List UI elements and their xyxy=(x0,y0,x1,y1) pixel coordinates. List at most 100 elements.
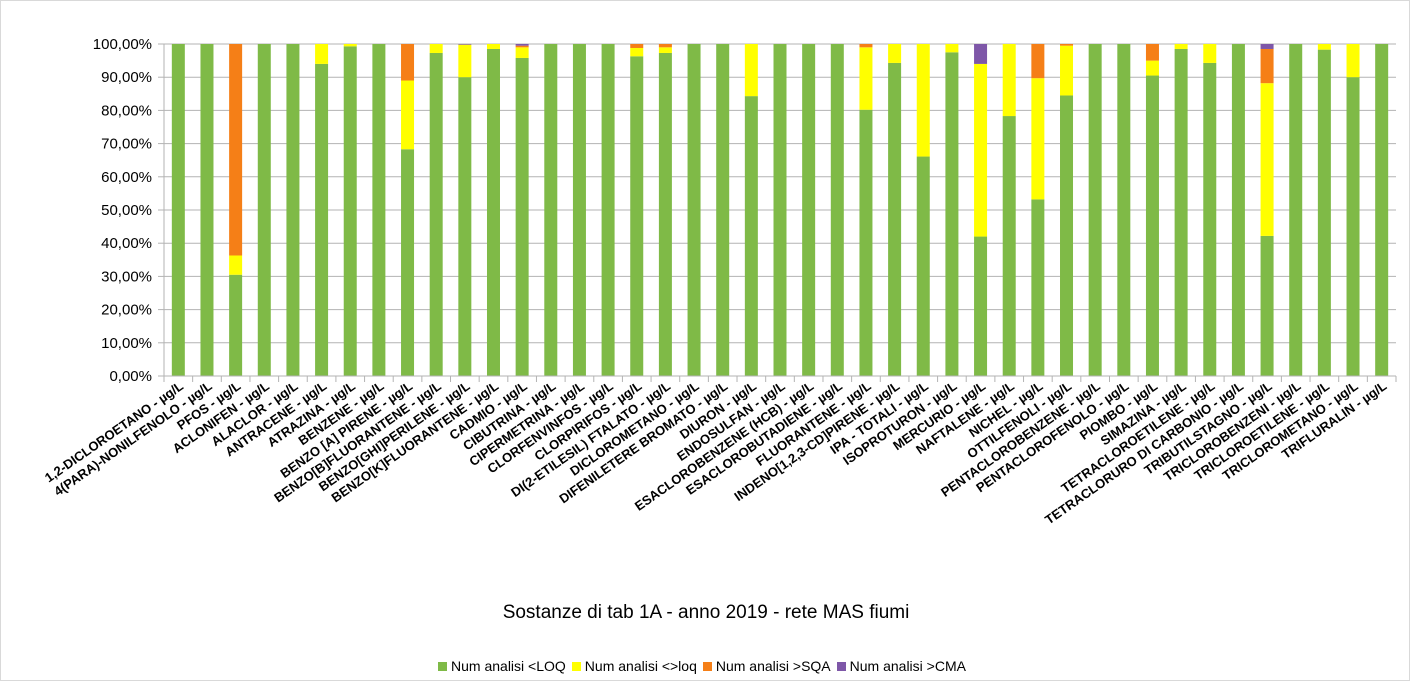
y-tick-label: 50,00% xyxy=(101,202,152,219)
x-tick-labels: 1,2-DICLOROETANO - µg/L4(PARA)-NONILFENO… xyxy=(42,378,1390,527)
bar-segment-series-0-category-42 xyxy=(1375,44,1389,376)
legend-label: Num analisi >SQA xyxy=(715,658,831,674)
bar-segment-series-1-category-8 xyxy=(401,80,415,150)
y-tick-labels: 0,00% 10,00% 20,00% 30,00% 40,00% 50,00% 60,00… xyxy=(93,36,152,385)
legend-item: Num analisi >CMA xyxy=(836,658,966,674)
bar-segment-series-0-category-19 xyxy=(716,44,730,376)
bar-segment-series-1-category-34 xyxy=(1145,60,1159,76)
y-tick-label: 60,00% xyxy=(101,169,152,186)
y-tick-label: 30,00% xyxy=(101,268,152,285)
legend-label: Num analisi >CMA xyxy=(849,658,966,674)
chart-title: Sostanze di tab 1A - anno 2019 - rete MA… xyxy=(503,602,910,623)
axes xyxy=(163,44,1397,382)
bar-segment-series-3-category-12 xyxy=(515,44,529,46)
bar-segment-series-0-category-33 xyxy=(1117,44,1131,376)
bar-segment-series-0-category-34 xyxy=(1145,75,1159,376)
bar-segment-series-2-category-2 xyxy=(229,44,243,256)
bar-segment-series-0-category-8 xyxy=(401,149,415,376)
bar-segment-series-0-category-10 xyxy=(458,77,472,376)
bar-segment-series-0-category-4 xyxy=(286,44,300,376)
bar-segment-series-1-category-26 xyxy=(916,44,930,157)
bar-segment-series-2-category-34 xyxy=(1145,44,1159,61)
bar-segment-series-1-category-35 xyxy=(1174,44,1188,49)
bar-segment-series-2-category-24 xyxy=(859,44,873,48)
bar-segment-series-2-category-16 xyxy=(630,44,644,48)
bar-segment-series-2-category-8 xyxy=(401,44,415,81)
legend-item: Num analisi >SQA xyxy=(702,658,831,674)
bar-segment-series-1-category-10 xyxy=(458,44,472,78)
bar-segment-series-0-category-23 xyxy=(830,44,844,376)
bar-segment-series-2-category-30 xyxy=(1031,44,1045,79)
bar-segment-series-0-category-3 xyxy=(257,44,271,376)
bar-segment-series-0-category-17 xyxy=(658,52,672,377)
bar-segment-series-0-category-40 xyxy=(1317,49,1331,376)
bar-segment-series-0-category-39 xyxy=(1289,44,1303,376)
legend-item: Num analisi <LOQ xyxy=(438,658,566,674)
bar-segment-series-1-category-29 xyxy=(1002,44,1016,117)
legend-swatch xyxy=(702,661,712,671)
bar-segment-series-0-category-1 xyxy=(200,44,214,376)
bar-segment-series-0-category-29 xyxy=(1002,116,1016,376)
y-tick-label: 20,00% xyxy=(101,302,152,319)
legend-swatch xyxy=(571,661,581,671)
bar-segment-series-0-category-16 xyxy=(630,56,644,377)
bar-segment-series-0-category-26 xyxy=(916,156,930,376)
bar-segment-series-0-category-24 xyxy=(859,109,873,377)
bar-segment-series-1-category-24 xyxy=(859,47,873,110)
bar-segment-series-0-category-15 xyxy=(601,44,615,376)
bar-segment-series-0-category-6 xyxy=(343,46,357,376)
bar-segment-series-2-category-31 xyxy=(1060,44,1074,46)
bar-segment-series-0-category-18 xyxy=(687,44,701,376)
bar-segment-series-0-category-31 xyxy=(1060,95,1074,377)
bar-segment-series-3-category-10 xyxy=(458,44,472,45)
bar-segment-series-1-category-2 xyxy=(229,255,243,275)
bar-segment-series-0-category-14 xyxy=(572,44,586,376)
bar-segment-series-1-category-20 xyxy=(744,44,758,97)
bar-segment-series-1-category-28 xyxy=(974,63,988,237)
bar-segment-series-0-category-21 xyxy=(773,44,787,376)
legend-label: Num analisi <LOQ xyxy=(451,658,566,674)
bar-segment-series-0-category-22 xyxy=(802,44,816,376)
bar-segment-series-0-category-12 xyxy=(515,57,529,376)
bar-segment-series-1-category-41 xyxy=(1346,44,1360,78)
bar-segment-series-0-category-2 xyxy=(229,274,243,376)
bar-segment-series-0-category-25 xyxy=(888,62,902,376)
bar-segment-series-0-category-36 xyxy=(1203,62,1217,376)
y-tick-label: 0,00% xyxy=(109,368,152,385)
bar-segment-series-0-category-32 xyxy=(1088,44,1102,376)
bar-segment-series-1-category-11 xyxy=(486,44,500,49)
legend-swatch xyxy=(438,661,448,671)
x-tick-label: 1,2-DICLOROETANO - µg/L xyxy=(42,378,186,485)
bar-segment-series-1-category-6 xyxy=(343,44,357,47)
bar-segment-series-0-category-11 xyxy=(486,48,500,376)
bar-segment-series-0-category-37 xyxy=(1231,44,1245,376)
y-tick-label: 90,00% xyxy=(101,69,152,86)
y-tick-label: 10,00% xyxy=(101,335,152,352)
bar-segment-series-0-category-35 xyxy=(1174,48,1188,376)
bar-segment-series-2-category-38 xyxy=(1260,48,1274,84)
bar-segment-series-2-category-17 xyxy=(658,44,672,48)
bar-segment-series-0-category-13 xyxy=(544,44,558,376)
bar-segment-series-2-category-12 xyxy=(515,45,529,48)
bar-segment-series-1-category-36 xyxy=(1203,44,1217,63)
bars xyxy=(171,44,1389,377)
bar-segment-series-1-category-17 xyxy=(658,47,672,53)
legend: Num analisi <LOQ Num analisi <>loq Num ana… xyxy=(0,658,1410,674)
bar-segment-series-1-category-38 xyxy=(1260,83,1274,236)
legend-label: Num analisi <>loq xyxy=(584,658,697,674)
bar-segment-series-0-category-28 xyxy=(974,236,988,376)
y-tick-label: 100,00% xyxy=(93,36,152,53)
bar-segment-series-0-category-5 xyxy=(315,63,329,377)
bar-segment-series-1-category-25 xyxy=(888,44,902,63)
bar-segment-series-0-category-7 xyxy=(372,44,386,376)
bar-segment-series-0-category-20 xyxy=(744,96,758,377)
bar-segment-series-3-category-28 xyxy=(974,44,988,64)
bar-segment-series-0-category-9 xyxy=(429,52,443,377)
bar-segment-series-0-category-0 xyxy=(171,44,185,376)
legend-swatch xyxy=(836,661,846,671)
bar-segment-series-1-category-9 xyxy=(429,44,443,53)
legend-item: Num analisi <>loq xyxy=(571,658,697,674)
bar-segment-series-1-category-5 xyxy=(315,44,329,64)
